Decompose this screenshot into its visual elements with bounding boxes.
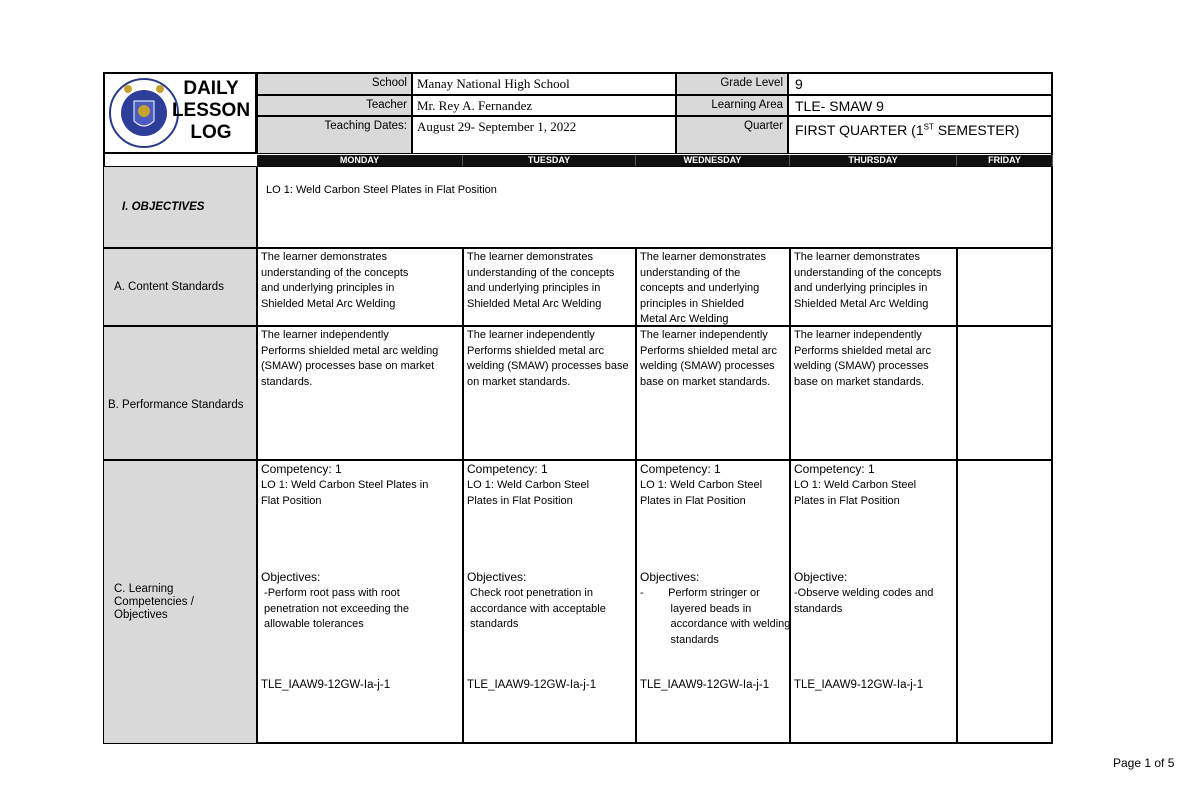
objectives-heading: Objectives: [467, 570, 527, 584]
competency-code: TLE_IAAW9-12GW-Ia-j-1 [261, 679, 391, 691]
performance-standard-thursday: The learner independently Performs shiel… [790, 326, 957, 460]
learning-outcome: LO 1: Weld Carbon Steel Plates in Flat P… [640, 479, 763, 507]
content-standards-label: A. Content Standards [103, 248, 257, 326]
page-number: Page 1 of 5 [1113, 756, 1175, 770]
school-value: Manay National High School [412, 73, 676, 95]
quarter-label: Quarter [676, 116, 788, 154]
learning-outcome: LO 1: Weld Carbon Steel Plates in Flat P… [794, 479, 917, 507]
title-block: DAILY LESSON LOG [103, 72, 257, 154]
competency-heading: Competency: 1 [467, 462, 548, 476]
competency-cell-tuesday: Competency: 1 LO 1: Weld Carbon Steel Pl… [463, 460, 636, 744]
content-standard-thursday: The learner demonstrates understanding o… [790, 248, 957, 326]
grade-label: Grade Level [676, 73, 788, 95]
competency-cell-wednesday: Competency: 1 LO 1: Weld Carbon Steel Pl… [636, 460, 790, 744]
competency-code: TLE_IAAW9-12GW-Ia-j-1 [794, 679, 924, 691]
quarter-value: FIRST QUARTER (1ST SEMESTER) [788, 116, 1053, 154]
day-header-wednesday: WEDNESDAY [636, 155, 790, 166]
learning-outcome: LO 1: Weld Carbon Steel Plates in Flat P… [261, 479, 429, 507]
content-standard-friday [957, 248, 1053, 326]
objective-text: -Perform root pass with root penetration… [264, 587, 410, 630]
day-header-thursday: THURSDAY [790, 155, 957, 166]
quarter-text-end: SEMESTER) [933, 122, 1020, 138]
school-label: School [257, 73, 412, 95]
title-daily: DAILY [183, 78, 239, 99]
objectives-heading: Objectives: [261, 570, 321, 584]
objectives-heading: Objectives: [640, 570, 700, 584]
title-log: LOG [190, 122, 232, 143]
title-lesson: LESSON [171, 100, 251, 121]
area-value: TLE- SMAW 9 [788, 95, 1053, 116]
day-header-tuesday: TUESDAY [463, 155, 636, 166]
content-standard-wednesday: The learner demonstrates understanding o… [636, 248, 790, 326]
quarter-text: FIRST QUARTER (1 [795, 122, 924, 138]
deped-seal-icon [109, 78, 179, 148]
competency-heading: Competency: 1 [640, 462, 721, 476]
dates-value: August 29- September 1, 2022 [412, 116, 676, 154]
performance-standard-monday: The learner independently Performs shiel… [257, 326, 463, 460]
competency-code: TLE_IAAW9-12GW-Ia-j-1 [467, 679, 597, 691]
competency-code [958, 677, 964, 679]
teacher-label: Teacher [257, 95, 412, 116]
objective-text: - Perform stringer or layered beads in a… [640, 587, 791, 646]
competency-code: TLE_IAAW9-12GW-Ia-j-1 [640, 679, 770, 691]
competency-heading [958, 461, 964, 463]
objective-text: Check root penetration in accordance wit… [470, 587, 606, 630]
teacher-value: Mr. Rey A. Fernandez [412, 95, 676, 116]
objectives-heading [958, 569, 964, 571]
competency-cell-friday [957, 460, 1053, 744]
objective-text [958, 585, 964, 587]
day-header-friday: FRIDAY [957, 155, 1053, 166]
competency-heading: Competency: 1 [794, 462, 875, 476]
objectives-heading: Objective: [794, 570, 848, 584]
objectives-label: I. OBJECTIVES [103, 166, 257, 248]
performance-standard-tuesday: The learner independently Performs shiel… [463, 326, 636, 460]
content-standard-tuesday: The learner demonstrates understanding o… [463, 248, 636, 326]
objectives-cell: LO 1: Weld Carbon Steel Plates in Flat P… [257, 166, 1053, 248]
performance-standard-wednesday: The learner independently Performs shiel… [636, 326, 790, 460]
performance-standards-label: B. Performance Standards [103, 326, 257, 460]
day-header-monday: MONDAY [257, 155, 463, 166]
area-label: Learning Area [676, 95, 788, 116]
dates-label: Teaching Dates: [257, 116, 412, 154]
learning-outcome: LO 1: Weld Carbon Steel Plates in Flat P… [467, 479, 590, 507]
objective-text: -Observe welding codes and standards [794, 587, 934, 615]
grade-value: 9 [788, 73, 1053, 95]
quarter-sup: ST [923, 122, 934, 132]
performance-standard-friday [957, 326, 1053, 460]
learning-outcome [958, 477, 964, 479]
competency-cell-thursday: Competency: 1 LO 1: Weld Carbon Steel Pl… [790, 460, 957, 744]
competency-heading: Competency: 1 [261, 462, 342, 476]
content-standard-monday: The learner demonstrates understanding o… [257, 248, 463, 326]
competencies-label: C. Learning Competencies / Objectives [103, 460, 257, 744]
competency-cell-monday: Competency: 1 LO 1: Weld Carbon Steel Pl… [257, 460, 463, 744]
